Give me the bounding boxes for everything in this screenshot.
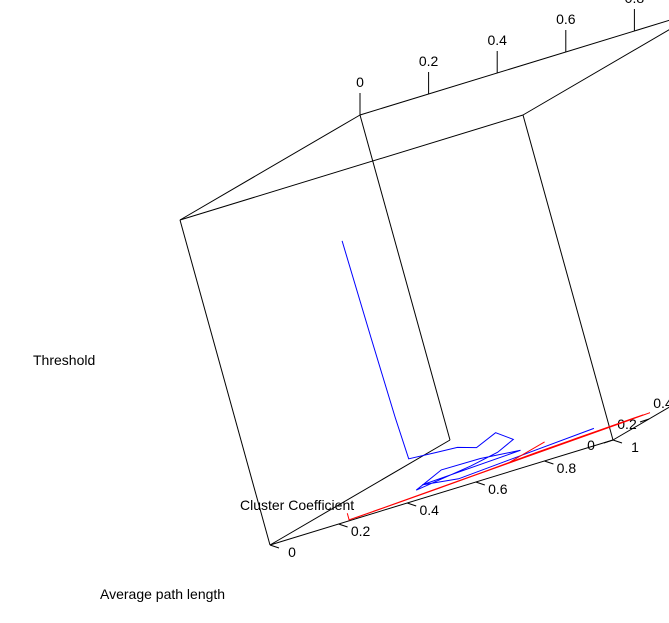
box-edge-right-bottom (612, 406, 669, 441)
box-edge-front-bottom (269, 439, 614, 546)
y-tick-label: 0.6 (488, 481, 508, 497)
y-tick-label: 0.4 (487, 32, 507, 48)
box-edge-front-top (179, 114, 524, 221)
data-series (341, 240, 651, 521)
y-axis-title: Cluster Coefficient (240, 497, 354, 513)
y-tick-mark (338, 523, 348, 528)
y-tick-mark (612, 439, 623, 444)
y-tick-label: 1 (631, 439, 639, 455)
y-tick-mark (269, 544, 280, 549)
x-tick-label: 0.2 (617, 416, 637, 432)
y-tick-label: 0.4 (419, 502, 439, 518)
y-tick-label: 0.6 (556, 11, 576, 27)
box-edge-back-left-vertical (359, 114, 451, 441)
box-edge-right-vertical (522, 114, 614, 441)
box-edge-back-top (522, 29, 669, 116)
y-tick-mark (544, 460, 554, 465)
box-edge-front-left-vertical (179, 219, 271, 546)
y-tick-label: 0.8 (625, 0, 645, 6)
plot-box (179, 19, 669, 546)
y-tick-label: 0.2 (419, 53, 439, 69)
series-line-1 (346, 412, 651, 521)
y-tick-label: 0 (356, 74, 364, 90)
y-tick-label: 0.2 (351, 523, 371, 539)
x-axis-title: Average path length (100, 586, 225, 602)
x-tick-mark (639, 418, 650, 423)
axis-ticks: 00.20.40.60.8100.20.40.60.8100.20.40.60.… (269, 0, 669, 560)
y-tick-label: 0 (288, 544, 296, 560)
box-edge-top-rear (359, 19, 669, 116)
y-tick-label: 0.8 (557, 460, 577, 476)
y-tick-mark (407, 502, 417, 507)
series-line-0 (341, 240, 595, 491)
box-edge-left-top (179, 114, 361, 221)
z-axis-title: Threshold (33, 352, 95, 368)
box-edge-left-bottom (269, 439, 451, 546)
x-tick-label: 0.4 (653, 395, 669, 411)
x-tick-label: 0 (587, 437, 595, 453)
x-tick-mark (603, 439, 614, 444)
y-tick-mark (475, 481, 485, 486)
